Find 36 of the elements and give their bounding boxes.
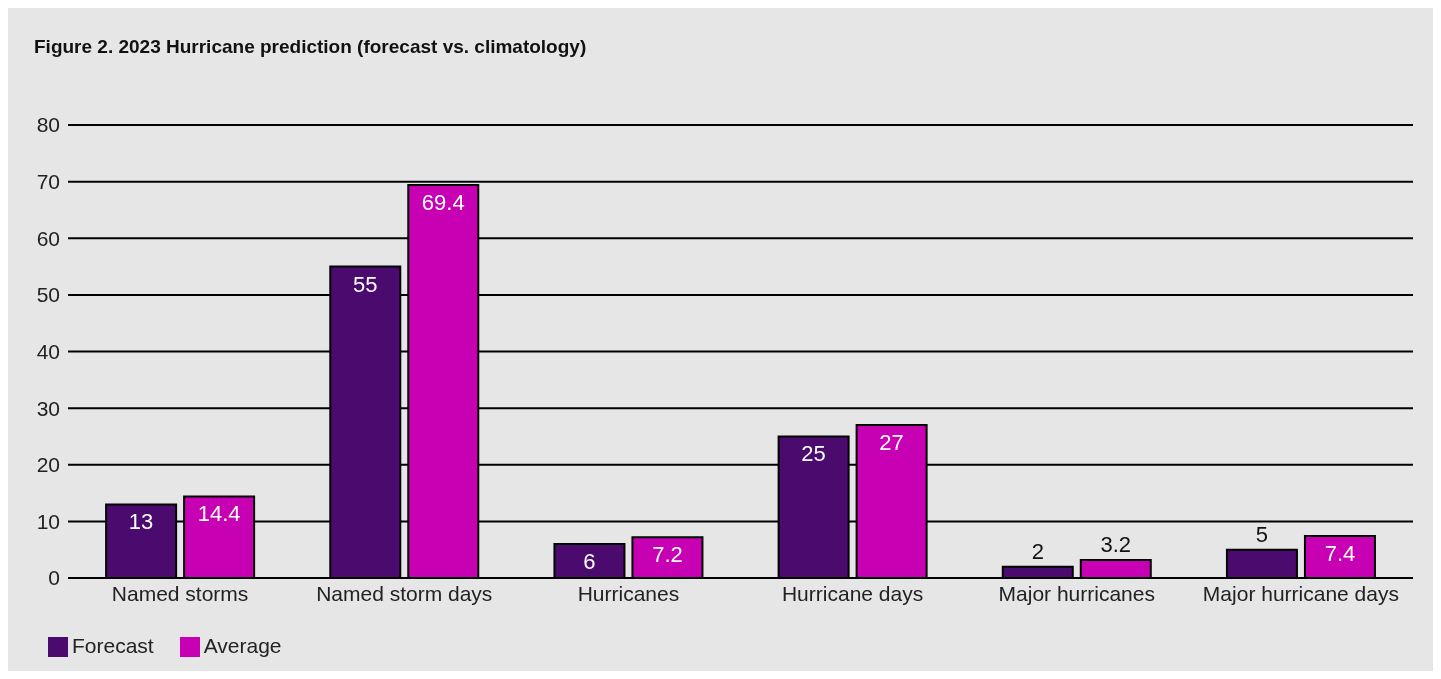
x-tick-label: Hurricane days <box>781 581 924 605</box>
x-tick-label: Named storm days <box>316 581 493 605</box>
data-label: 3.2 <box>1100 531 1132 557</box>
data-label: 14.4 <box>197 501 241 527</box>
bar <box>553 543 626 578</box>
y-tick-label: 0 <box>48 566 60 590</box>
x-tick-label: Named storms <box>111 581 249 605</box>
data-label: 55 <box>353 271 378 297</box>
x-tick-label: Hurricanes <box>577 581 680 605</box>
data-label: 27 <box>879 430 904 456</box>
data-label: 7.2 <box>652 542 683 568</box>
data-label: 69.4 <box>421 190 465 216</box>
y-tick-label: 20 <box>36 453 60 477</box>
data-label: 5 <box>1255 521 1269 547</box>
y-tick-label: 70 <box>36 170 60 194</box>
legend-label: Forecast <box>72 634 154 657</box>
y-tick-label: 60 <box>36 226 60 250</box>
legend-label: Average <box>203 634 282 657</box>
chart-title: Figure 2. 2023 Hurricane prediction (forecast vs. climatology) <box>34 36 587 58</box>
data-label: 7.4 <box>1324 541 1356 567</box>
data-label: 25 <box>801 441 826 467</box>
y-tick-label: 40 <box>36 339 60 363</box>
x-tick-label: Major hurricanes <box>998 581 1155 605</box>
y-tick-label: 10 <box>36 509 60 533</box>
bar <box>1001 565 1074 578</box>
data-label: 13 <box>128 509 154 535</box>
data-label: 2 <box>1031 538 1044 564</box>
y-tick-label: 30 <box>36 396 60 420</box>
bar <box>1303 535 1376 578</box>
bar <box>1079 558 1152 578</box>
y-tick-label: 80 <box>36 113 60 137</box>
data-label: 6 <box>583 549 596 575</box>
bar <box>1225 548 1298 578</box>
x-tick-label: Major hurricane days <box>1202 581 1399 605</box>
bar <box>631 536 704 578</box>
y-tick-label: 50 <box>36 283 60 307</box>
